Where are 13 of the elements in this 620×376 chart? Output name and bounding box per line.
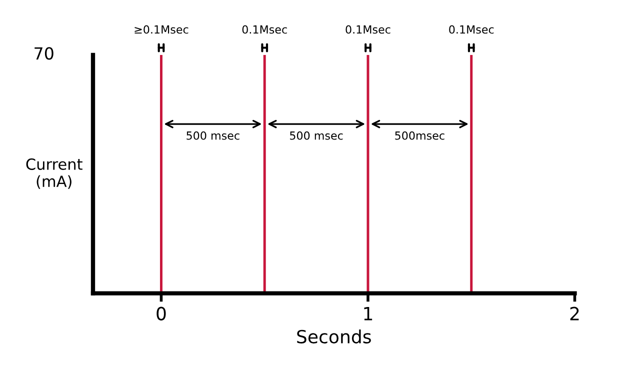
annotation: 0.1Msec <box>242 25 287 34</box>
annotation: 0.1Msec <box>346 25 390 34</box>
x-axis-title: Seconds <box>297 330 371 344</box>
text: 70 <box>34 47 54 60</box>
annotation: 0.1Msec <box>449 25 494 34</box>
annotation: 500 msec <box>290 131 343 140</box>
annotation: 500 msec <box>186 131 240 140</box>
y-axis-title: Current (mA) <box>26 158 82 189</box>
annotation: 500msec <box>395 131 444 140</box>
x-tick-label: 2 <box>570 306 579 320</box>
x-tick-label: 0 <box>156 306 166 320</box>
x-tick-label: 1 <box>364 307 372 320</box>
annotation: ≥0.1Msec <box>134 25 188 34</box>
